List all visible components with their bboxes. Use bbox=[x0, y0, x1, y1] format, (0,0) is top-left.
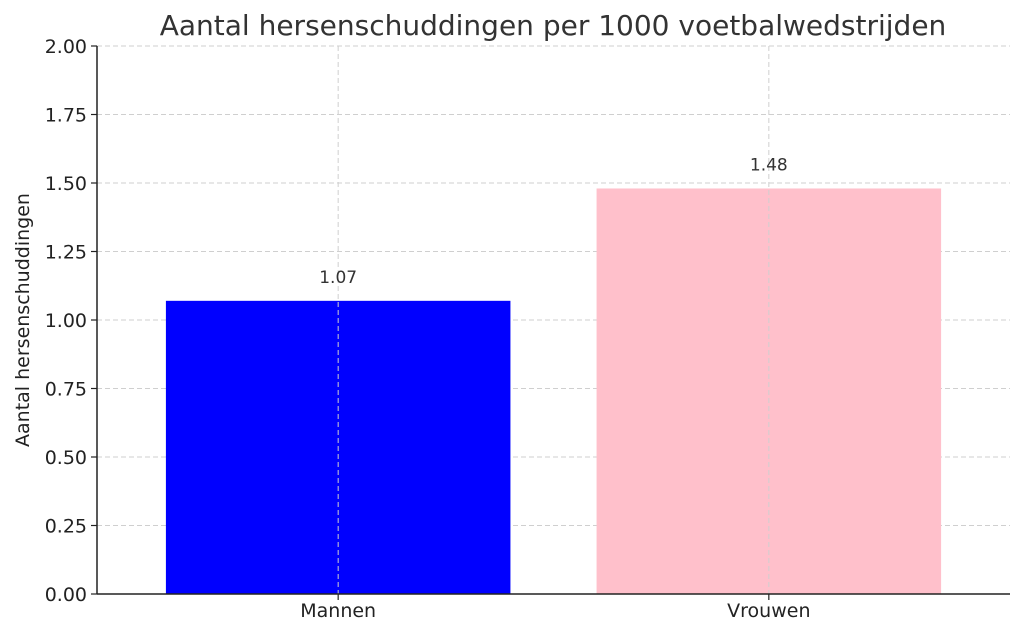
x-tick-label: Mannen bbox=[300, 600, 376, 622]
data-labels: 1.07 1.48 bbox=[319, 155, 788, 287]
data-label: 1.07 bbox=[319, 268, 357, 288]
y-axis-label: Aantal hersenschuddingen bbox=[12, 193, 34, 447]
y-tick-label: 0.00 bbox=[45, 584, 87, 606]
y-tick-label: 0.25 bbox=[45, 516, 87, 538]
chart-title: Aantal hersenschuddingen per 1000 voetba… bbox=[160, 9, 947, 42]
vertical-grid-lines bbox=[337, 46, 770, 594]
data-label: 1.48 bbox=[750, 155, 788, 175]
y-tick-label: 1.50 bbox=[45, 173, 87, 195]
x-ticks: Mannen Vrouwen bbox=[300, 594, 811, 622]
y-tick-label: 2.00 bbox=[45, 36, 87, 58]
y-ticks: 0.00 0.25 0.50 0.75 1.00 1.25 1.50 1.75 2.00 bbox=[45, 36, 97, 606]
y-tick-label: 1.25 bbox=[45, 242, 87, 264]
y-tick-label: 0.75 bbox=[45, 379, 87, 401]
y-tick-label: 0.50 bbox=[45, 447, 87, 469]
y-tick-label: 1.00 bbox=[45, 310, 87, 332]
bars bbox=[165, 188, 942, 595]
x-tick-label: Vrouwen bbox=[727, 600, 810, 622]
y-tick-label: 1.75 bbox=[45, 105, 87, 127]
